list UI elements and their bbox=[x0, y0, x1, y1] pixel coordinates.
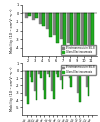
Bar bbox=[86, 71, 88, 87]
Bar bbox=[42, 13, 45, 26]
Bar bbox=[53, 71, 55, 99]
Bar bbox=[79, 71, 81, 102]
Bar bbox=[49, 13, 52, 37]
Bar bbox=[56, 13, 59, 43]
Bar bbox=[38, 71, 40, 74]
Bar bbox=[60, 13, 63, 39]
Bar bbox=[84, 13, 87, 53]
Bar bbox=[83, 71, 85, 75]
Bar bbox=[46, 13, 49, 29]
Bar bbox=[77, 71, 79, 93]
Bar bbox=[47, 71, 49, 74]
Bar bbox=[91, 13, 94, 54]
Bar bbox=[77, 13, 80, 52]
Bar bbox=[51, 71, 53, 91]
Bar bbox=[63, 13, 66, 48]
Bar bbox=[57, 71, 59, 77]
Y-axis label: Mobility (10⁻⁴ cm²V⁻¹s⁻¹): Mobility (10⁻⁴ cm²V⁻¹s⁻¹) bbox=[10, 67, 14, 111]
Bar bbox=[56, 71, 57, 74]
Bar bbox=[25, 13, 28, 18]
Bar bbox=[32, 13, 35, 20]
Bar bbox=[53, 13, 56, 35]
Bar bbox=[70, 13, 73, 49]
Bar bbox=[75, 71, 76, 74]
Bar bbox=[60, 71, 62, 80]
Bar bbox=[92, 71, 94, 74]
Bar bbox=[44, 71, 46, 99]
Bar bbox=[81, 13, 84, 48]
Bar bbox=[64, 71, 66, 72]
Bar bbox=[32, 71, 33, 82]
Bar bbox=[67, 13, 70, 43]
Bar bbox=[88, 71, 89, 96]
Bar bbox=[36, 71, 38, 100]
Bar bbox=[49, 71, 50, 77]
Bar bbox=[69, 71, 70, 78]
Bar bbox=[70, 71, 72, 87]
Bar bbox=[90, 71, 92, 72]
Bar bbox=[74, 13, 77, 46]
Bar bbox=[82, 71, 83, 73]
Bar bbox=[43, 71, 44, 90]
Bar bbox=[30, 71, 32, 77]
Bar bbox=[40, 71, 42, 78]
Bar bbox=[34, 71, 36, 91]
Bar bbox=[28, 13, 31, 16]
Bar bbox=[73, 71, 75, 72]
X-axis label: pH in 20 mM phosphate buffer: pH in 20 mM phosphate buffer bbox=[32, 64, 87, 68]
Bar bbox=[35, 13, 38, 18]
Bar bbox=[66, 71, 68, 74]
Bar bbox=[62, 71, 63, 89]
Text: (a): (a) bbox=[56, 71, 63, 76]
Bar bbox=[39, 13, 42, 24]
Legend: Electroosmosis in SU-8, Glass Electroosmosis: Electroosmosis in SU-8, Glass Electroosm… bbox=[61, 65, 96, 75]
Bar bbox=[88, 13, 91, 49]
Legend: Electroosmosis in SU-8, Glass Electroosmosis: Electroosmosis in SU-8, Glass Electroosm… bbox=[61, 45, 96, 55]
Bar bbox=[25, 71, 27, 96]
Y-axis label: Mobility (10⁻⁴ cm²V⁻¹s⁻¹): Mobility (10⁻⁴ cm²V⁻¹s⁻¹) bbox=[10, 8, 14, 53]
Bar bbox=[27, 71, 29, 104]
